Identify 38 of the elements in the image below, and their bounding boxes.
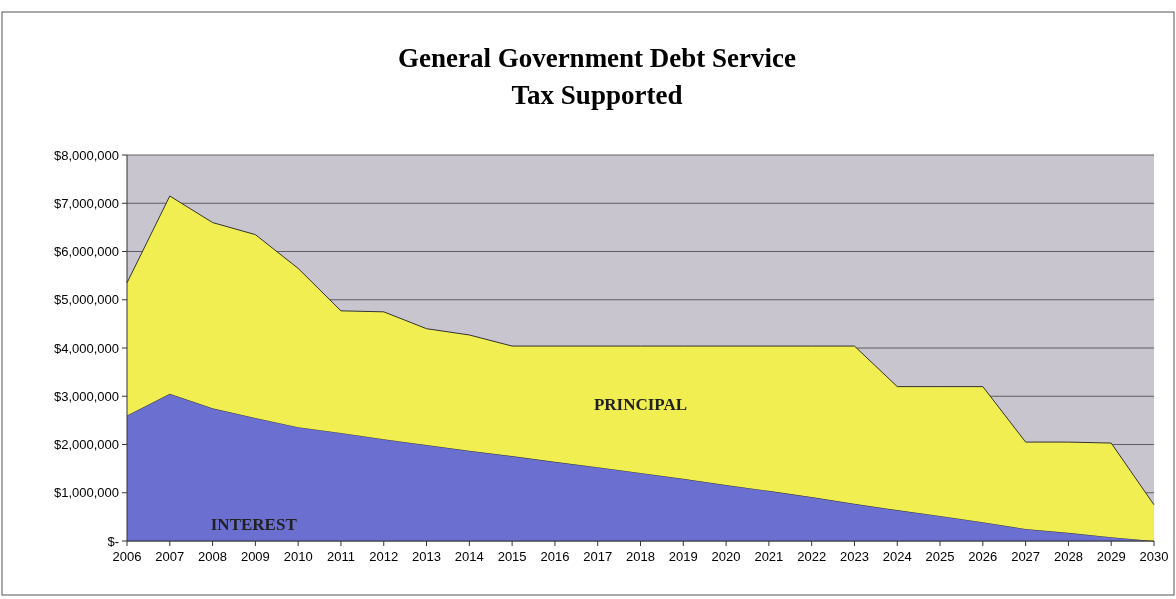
x-tick-label: 2030 (1139, 549, 1169, 564)
x-tick-label: 2010 (283, 549, 313, 564)
x-tick-label: 2009 (240, 549, 270, 564)
x-tick-label: 2006 (112, 549, 142, 564)
y-tick-label: $6,000,000 (53, 244, 119, 260)
x-tick-label: 2017 (583, 549, 613, 564)
x-tick-label: 2014 (454, 549, 484, 564)
chart-subtitle: Tax Supported (511, 80, 683, 110)
x-tick-label: 2012 (369, 549, 399, 564)
x-tick-label: 2022 (797, 549, 827, 564)
x-tick-label: 2015 (497, 549, 527, 564)
chart-title: General Government Debt Service (397, 43, 797, 73)
x-tick-label: 2023 (840, 549, 869, 564)
series-label: INTEREST (210, 515, 298, 535)
x-tick-label: 2025 (925, 549, 955, 564)
x-tick-label: 2018 (626, 549, 655, 564)
x-tick-label: 2029 (1096, 549, 1126, 564)
x-tick-label: 2020 (711, 549, 741, 564)
x-tick-label: 2021 (754, 549, 784, 564)
y-tick-label: $7,000,000 (53, 195, 119, 211)
x-tick-label: 2011 (326, 549, 355, 564)
y-tick-label: $1,000,000 (53, 485, 119, 501)
series-label: PRINCIPAL (593, 394, 688, 414)
x-tick-label: 2013 (412, 549, 441, 564)
y-tick-label: $4,000,000 (53, 340, 119, 356)
y-tick-label: $2,000,000 (53, 437, 119, 453)
x-tick-label: 2016 (540, 549, 570, 564)
x-tick-label: 2027 (1011, 549, 1041, 564)
y-tick-label: $5,000,000 (53, 292, 119, 308)
x-tick-label: 2024 (882, 549, 912, 564)
y-tick-label: $8,000,000 (53, 147, 119, 163)
x-tick-label: 2028 (1053, 549, 1083, 564)
x-tick-label: 2026 (968, 549, 998, 564)
x-tick-label: 2008 (198, 549, 228, 564)
x-tick-label: 2019 (668, 549, 698, 564)
x-tick-label: 2007 (155, 549, 185, 564)
y-tick-label: $- (107, 533, 119, 549)
y-tick-label: $3,000,000 (53, 388, 119, 404)
